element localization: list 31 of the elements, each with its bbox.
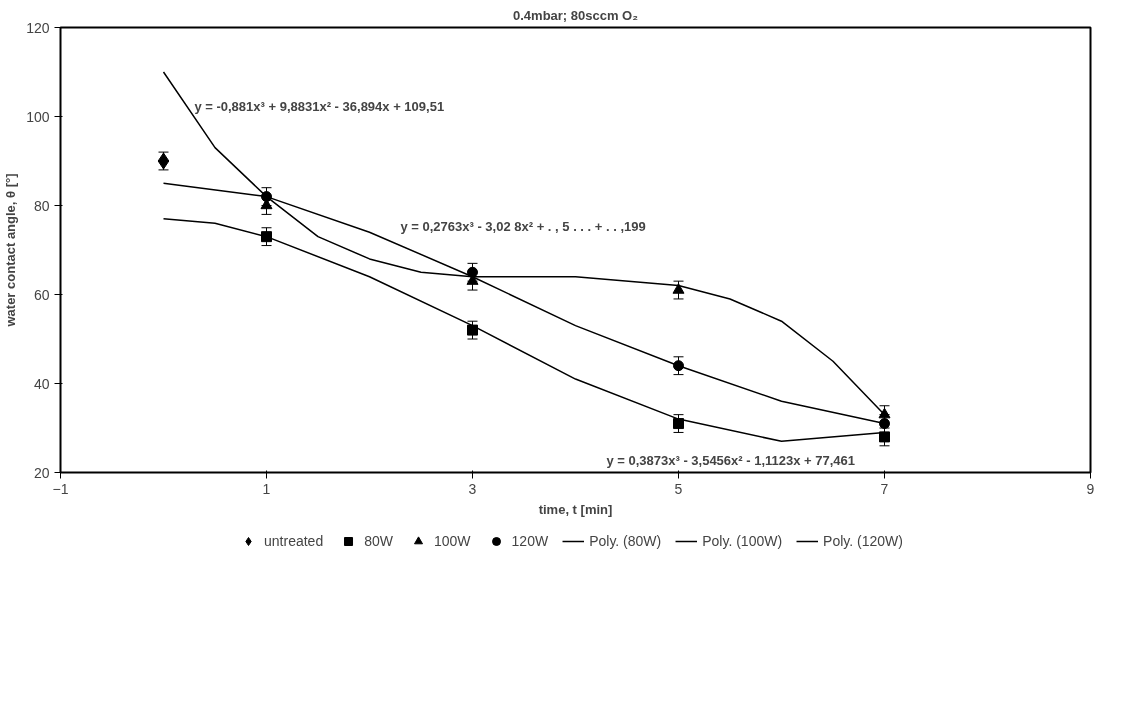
x-tick-label: 9 bbox=[1086, 480, 1095, 497]
y-tick-label: 20 bbox=[33, 464, 50, 481]
annotation: y = 0,2763x³ - 3,02 8x² + . , 5 . . . + . . ,199 bbox=[400, 219, 646, 235]
y-tick-label: 120 bbox=[26, 19, 50, 36]
legend-label: 120W bbox=[511, 533, 549, 549]
point bbox=[878, 407, 891, 419]
x-axis-title: time, t [min] bbox=[538, 501, 613, 517]
legend-label: 80W bbox=[364, 533, 393, 549]
point bbox=[879, 431, 890, 443]
legend-label: Poly. (80W) bbox=[589, 533, 662, 549]
point bbox=[672, 283, 685, 294]
point bbox=[467, 266, 478, 278]
legend-label: untreated bbox=[264, 533, 324, 549]
x-tick-label: 5 bbox=[674, 480, 683, 497]
y-axis-title: water contact angle, θ [°] bbox=[3, 173, 19, 328]
x-tick-label: −1 bbox=[52, 480, 69, 497]
legend-label: Poly. (100W) bbox=[702, 533, 783, 549]
legend-label: Poly. (120W) bbox=[823, 533, 903, 549]
point bbox=[467, 324, 478, 336]
y-tick-label: 100 bbox=[26, 108, 50, 125]
legend-label: 100W bbox=[433, 533, 471, 549]
x-tick-label: 7 bbox=[880, 480, 889, 497]
y-tick-label: 40 bbox=[33, 375, 50, 392]
y-tick-label: 60 bbox=[33, 286, 50, 303]
annotation: y = -0,881x³ + 9,8831x² - 36,894x + 109,51 bbox=[194, 99, 445, 115]
chart-title: 0.4mbar; 80sccm O₂ bbox=[512, 7, 639, 23]
point bbox=[879, 418, 890, 430]
annotation: y = 0,3873x³ - 3,5456x² - 1,1123x + 77,461 bbox=[606, 453, 856, 469]
x-tick-label: 3 bbox=[468, 480, 477, 497]
y-tick-label: 80 bbox=[33, 197, 50, 214]
x-tick-label: 1 bbox=[262, 480, 271, 497]
